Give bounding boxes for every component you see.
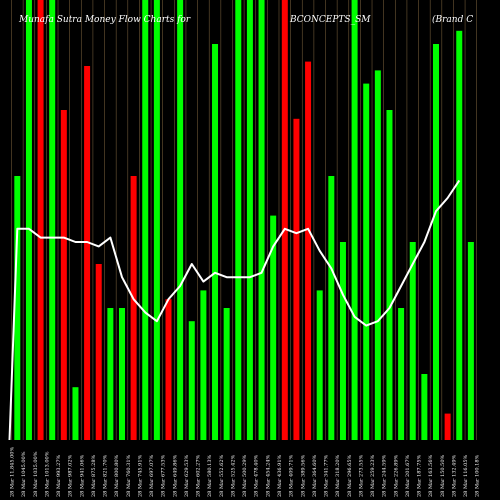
x-tick-label: 28 Mar 150.50% [440, 454, 446, 497]
x-tick-label: 28 Mar 132.49% [451, 454, 457, 497]
bar-up [432, 44, 439, 440]
bar-up [49, 0, 56, 440]
bar-up [328, 176, 335, 440]
x-tick-label: 28 Mar 580.13% [207, 454, 213, 497]
bar-down [130, 176, 137, 440]
bar-up [14, 176, 21, 440]
x-tick-label: 28 Mar 341.77% [324, 454, 330, 497]
bar-down [444, 413, 451, 440]
bar-up [118, 308, 125, 440]
bar-down [165, 299, 172, 440]
x-tick-label: 28 Mar 1045.00% [21, 451, 27, 497]
x-tick-label: 28 Mar 875.28% [91, 454, 97, 497]
bar-up [339, 242, 346, 440]
x-tick-label: 28 Mar 478.40% [254, 454, 260, 497]
x-tick-label: 28 Mar 760.31% [126, 454, 132, 497]
bar-up [25, 0, 32, 440]
x-tick-label: 28 Mar 226.89% [393, 454, 399, 497]
bar-up [200, 290, 207, 440]
x-tick-label: 28 Mar 436.91% [277, 454, 283, 497]
x-tick-label: 28 Mar 296.65% [347, 454, 353, 497]
x-tick-label: 28 Mar 552.62% [219, 454, 225, 497]
header-left-title: Munafa Sutra Money Flow Charts for [18, 15, 191, 25]
bar-up [363, 83, 370, 440]
x-tick-label: 28 Mar 1013.00% [44, 451, 50, 497]
bar-down [37, 0, 44, 440]
bar-down [60, 110, 67, 440]
bar-up [270, 215, 277, 440]
bar-up [212, 44, 219, 440]
x-tick-label: 28 Mar 800.80% [114, 454, 120, 497]
x-tick-label: 28 Mar 987.02% [68, 454, 74, 497]
x-tick-label: 28 Mar 116.05% [463, 454, 469, 497]
bar-up [153, 0, 160, 440]
x-tick-label: 28 Mar 993.27% [56, 454, 62, 497]
x-tick-label: 28 Mar 409.71% [289, 454, 295, 497]
money-flow-line-path [8, 179, 461, 441]
x-tick-label: 28 Mar 100.18% [475, 454, 481, 497]
x-tick-label: 28 Mar 602.27% [196, 454, 202, 497]
bar-up [258, 0, 265, 440]
chart-header: Munafa Sutra Money Flow Charts for BCONC… [18, 14, 473, 25]
vertical-grid [11, 0, 478, 440]
bar-down [281, 0, 288, 440]
x-tick-label: 28 Mar 500.29% [242, 454, 248, 497]
bar-up [456, 30, 463, 441]
bar-down [293, 118, 300, 441]
bar-up [421, 374, 428, 440]
bar-up [177, 0, 184, 440]
header-symbol: BCONCEPTS_SM [289, 15, 371, 25]
bar-up [409, 242, 416, 440]
x-tick-label: 28 Mar 745.91% [137, 454, 143, 497]
x-tick-label: 28 Mar 941.06% [79, 454, 85, 497]
bar-up [107, 308, 114, 440]
x-tick-label: 28 Mar 187.75% [417, 454, 423, 497]
x-tick-label: 28 Mar 273.55% [358, 454, 364, 497]
x-tick-label: 28 Mar 201.67% [405, 454, 411, 497]
bar-up [246, 0, 253, 440]
bar-up [351, 0, 358, 440]
x-tick-label: 28 Mar 11,845.00% [10, 447, 16, 497]
x-tick-label: 28 Mar 649.86% [172, 454, 178, 497]
bar-up [398, 308, 405, 440]
bar-up [235, 0, 242, 440]
bar-up [386, 110, 393, 440]
x-tick-label: 28 Mar 163.56% [428, 454, 434, 497]
bar-up [316, 290, 323, 440]
header-company: (Brand C [432, 14, 473, 25]
bar-up [467, 242, 474, 440]
bar-down [84, 66, 91, 440]
bar-down [95, 264, 102, 440]
bar-up [223, 308, 230, 440]
x-tick-label: 28 Mar 1035.00% [33, 451, 39, 497]
x-tick-label: 28 Mar 677.53% [161, 454, 167, 497]
x-tick-label: 28 Mar 697.07% [149, 454, 155, 497]
x-tick-label: 28 Mar 629.53% [184, 454, 190, 497]
x-tick-label: 28 Mar 318.20% [335, 454, 341, 497]
x-tick-label: 28 Mar 454.24% [265, 454, 271, 497]
bar-up [142, 0, 149, 440]
bar-series [14, 0, 474, 441]
money-flow-line [8, 179, 461, 441]
bar-up [188, 321, 195, 440]
x-tick-label: 28 Mar 525.42% [230, 454, 236, 497]
x-tick-label: 28 Mar 821.70% [103, 454, 109, 497]
x-axis-tick-labels: 28 Mar 11,845.00% 28 Mar 1045.00% 28 Mar 1… [10, 447, 481, 497]
x-tick-label: 28 Mar 259.23% [370, 454, 376, 497]
x-tick-label: 28 Mar 364.60% [312, 454, 318, 497]
bar-up [374, 70, 381, 441]
bar-up [72, 387, 79, 440]
x-tick-label: 28 Mar 244.59% [382, 454, 388, 497]
x-tick-label: 28 Mar 389.56% [300, 454, 306, 497]
bar-down [305, 61, 312, 440]
